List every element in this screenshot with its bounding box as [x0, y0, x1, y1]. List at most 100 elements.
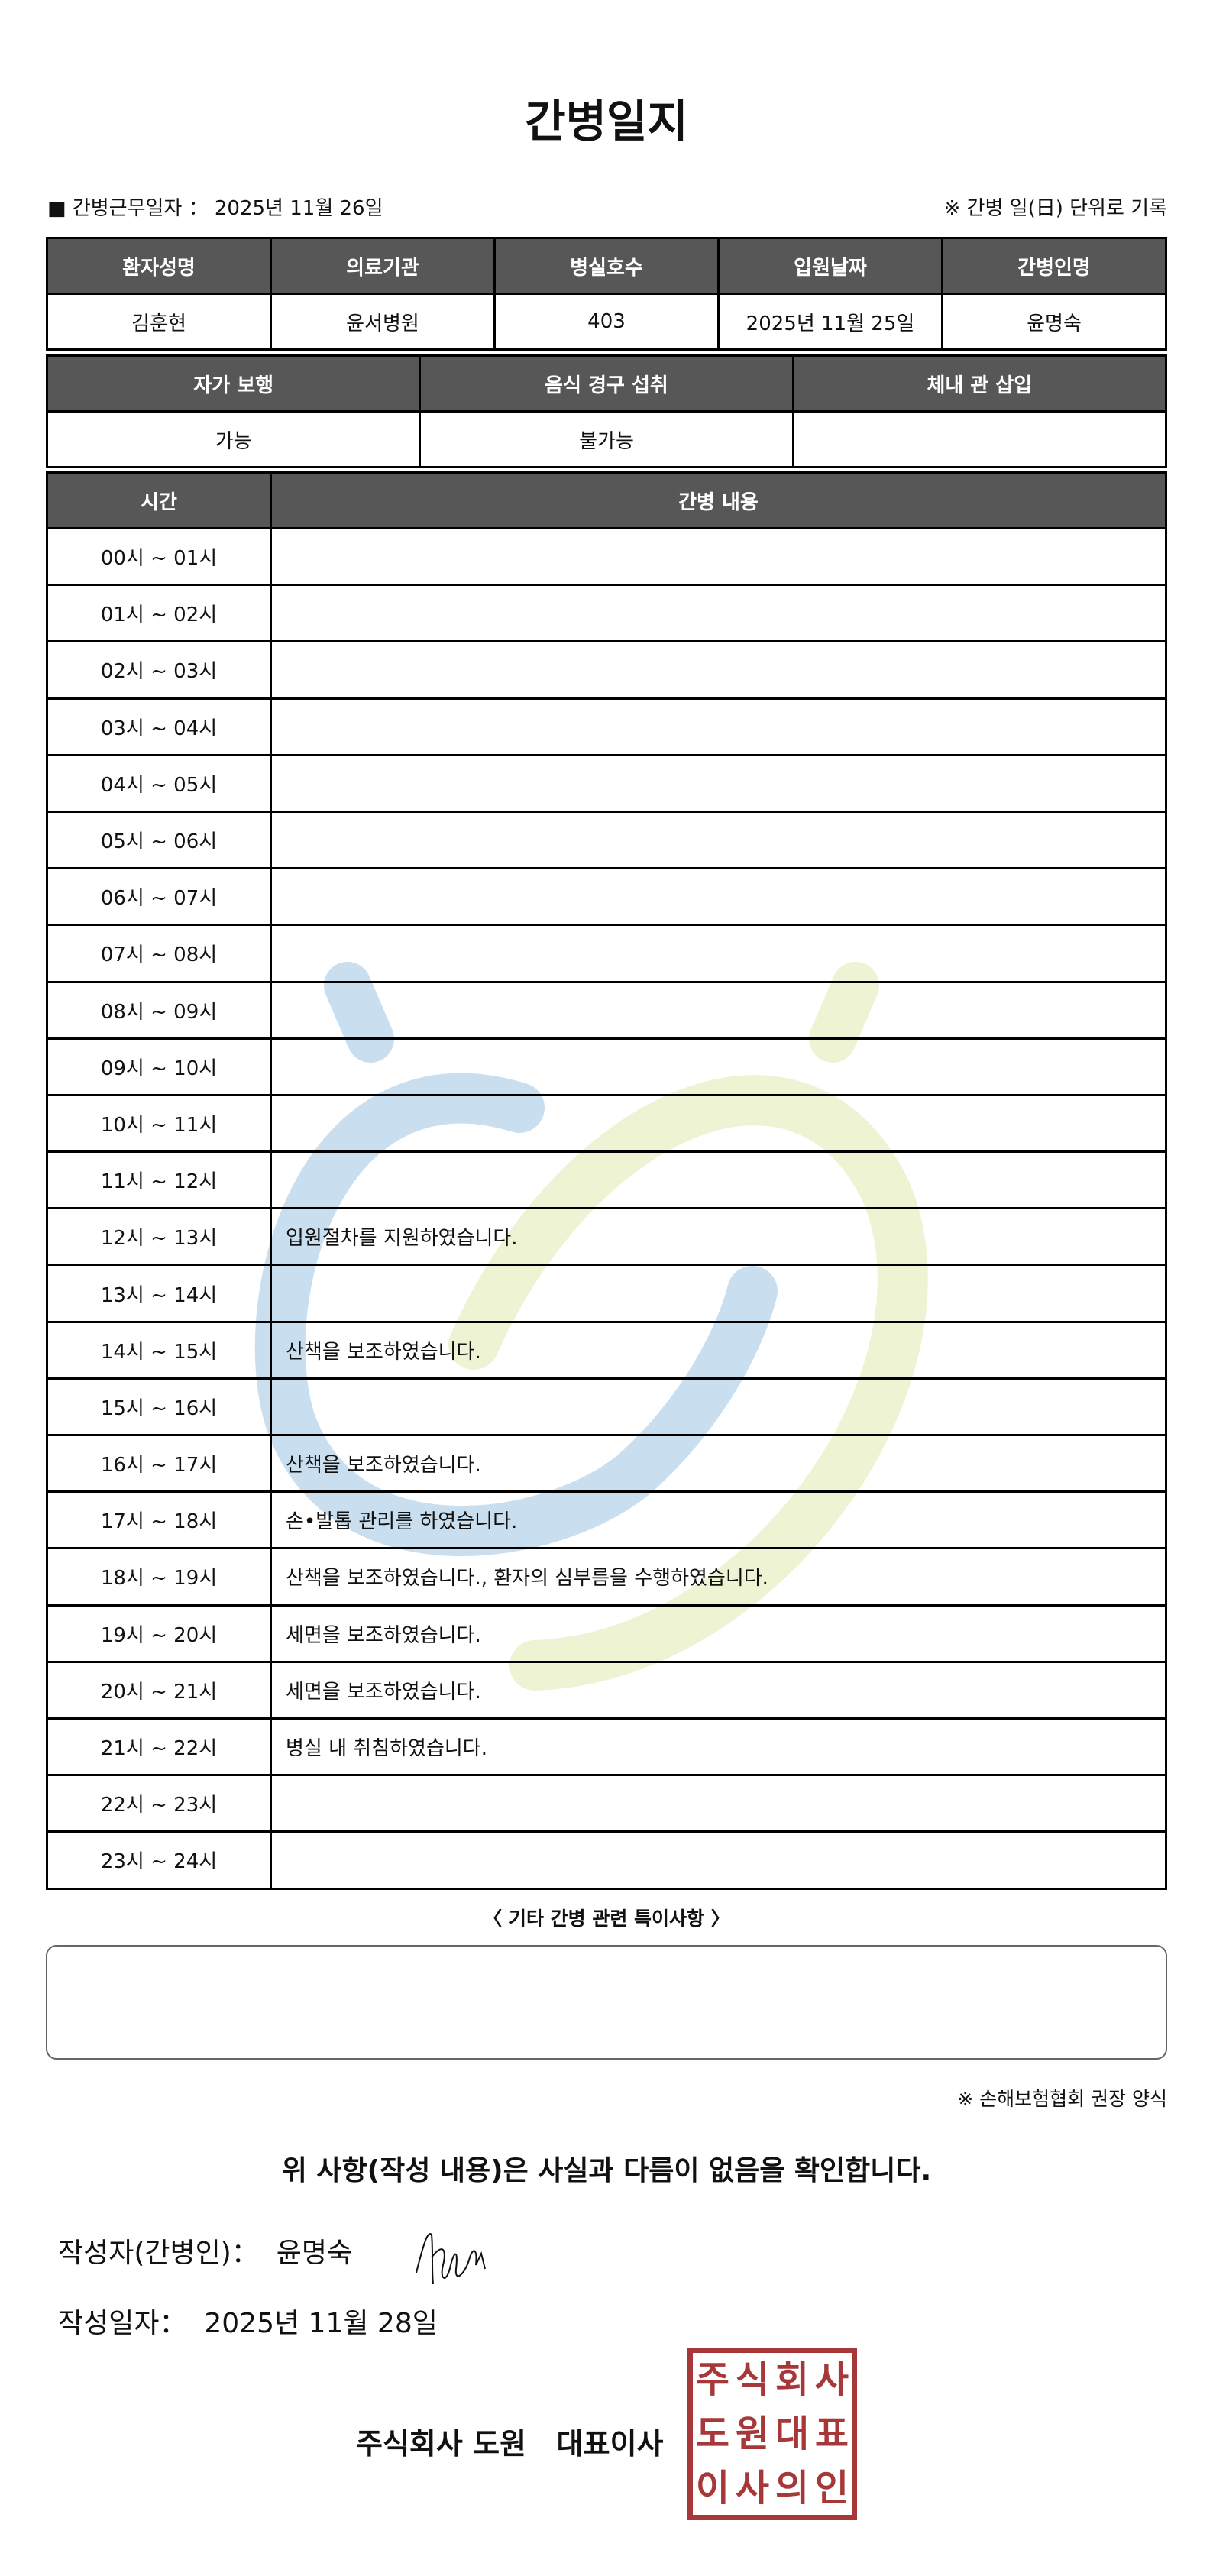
admission-date: 2025년 11월 25일 — [717, 293, 943, 351]
log-row: 11시 ~ 12시 — [46, 1150, 1167, 1210]
log-row: 01시 ~ 02시 — [46, 584, 1167, 643]
header-institution: 의료기관 — [270, 237, 496, 295]
tube-value — [791, 410, 1168, 468]
care-content-cell — [270, 697, 1167, 756]
log-row: 18시 ~ 19시 산책을 보조하였습니다., 환자의 심부름을 수행하였습니다. — [46, 1547, 1167, 1607]
special-notes-heading: 〈 기타 간병 관련 특이사항 〉 — [483, 1908, 730, 1930]
care-content-cell — [270, 753, 1167, 813]
special-notes-box — [46, 1945, 1167, 2060]
log-row: 00시 ~ 01시 — [46, 526, 1167, 587]
caregiver-name: 윤명숙 — [941, 293, 1167, 351]
info-line: ■ 간병근무일자 ： 2025년 11월 26일 ※ 간병 일(日) 단위로 기… — [47, 193, 1167, 221]
time-cell: 08시 ~ 09시 — [46, 980, 272, 1040]
time-cell: 09시 ~ 10시 — [46, 1037, 272, 1096]
seal-char: 대 — [775, 2412, 810, 2455]
work-date: ■ 간병근무일자 ： 2025년 11월 26일 — [47, 193, 383, 221]
institution: 윤서병원 — [270, 293, 496, 351]
care-content-cell — [270, 1093, 1167, 1154]
care-content-cell — [270, 584, 1167, 643]
seal-char: 식 — [735, 2358, 770, 2402]
work-date-value: 2025년 11월 26일 — [214, 197, 383, 220]
seal-char: 이 — [695, 2466, 730, 2510]
care-content-cell — [270, 924, 1167, 983]
time-cell: 21시 ~ 22시 — [46, 1717, 272, 1777]
care-content-cell — [270, 810, 1167, 870]
time-cell: 00시 ~ 01시 — [46, 526, 272, 587]
page-title: 간병일지 — [525, 95, 688, 147]
written-date-line: 작성일자： 2025년 11월 28일 — [58, 2301, 438, 2341]
log-row: 02시 ~ 03시 — [46, 640, 1167, 700]
care-content-cell: 산책을 보조하였습니다., 환자의 심부름을 수행하였습니다. — [270, 1547, 1167, 1607]
time-cell: 07시 ~ 08시 — [46, 924, 272, 983]
time-cell: 12시 ~ 13시 — [46, 1207, 272, 1267]
time-cell: 11시 ~ 12시 — [46, 1150, 272, 1210]
seal-char: 주 — [695, 2358, 730, 2402]
care-content-cell: 손•발톱 관리를 하였습니다. — [270, 1490, 1167, 1550]
care-content-cell — [270, 526, 1167, 587]
writer-label: 작성자(간병인)： — [58, 2238, 259, 2269]
time-cell: 22시 ~ 23시 — [46, 1774, 272, 1833]
header-tube: 체내 관 삽입 — [791, 354, 1168, 413]
confirmation-statement: 위 사항(작성 내용)은 사실과 다름이 없음을 확인합니다. — [281, 2155, 932, 2186]
form-note: ※ 손해보험협회 권장 양식 — [957, 2088, 1167, 2110]
status-table: 자가 보행 음식 경구 섭취 체내 관 삽입 가능 불가능 — [45, 354, 1168, 468]
time-cell: 23시 ~ 24시 — [46, 1830, 272, 1890]
time-cell: 15시 ~ 16시 — [46, 1377, 272, 1437]
time-cell: 05시 ~ 06시 — [46, 810, 272, 870]
time-cell: 06시 ~ 07시 — [46, 867, 272, 927]
header-caregiver: 간병인명 — [941, 237, 1167, 295]
header-admission-date: 입원날짜 — [717, 237, 943, 295]
walking-value: 가능 — [45, 410, 422, 468]
log-row: 09시 ~ 10시 — [46, 1037, 1167, 1096]
log-row: 17시 ~ 18시 손•발톱 관리를 하였습니다. — [46, 1490, 1167, 1550]
log-row: 21시 ~ 22시 병실 내 취침하였습니다. — [46, 1717, 1167, 1777]
work-date-label: ■ 간병근무일자 ： — [47, 197, 209, 220]
time-cell: 02시 ~ 03시 — [46, 640, 272, 700]
time-cell: 16시 ~ 17시 — [46, 1433, 272, 1493]
care-content-cell — [270, 640, 1167, 700]
time-cell: 01시 ~ 02시 — [46, 584, 272, 643]
written-date: 2025년 11월 28일 — [204, 2308, 438, 2339]
header-patient-name: 환자성명 — [46, 237, 272, 295]
time-cell: 20시 ~ 21시 — [46, 1660, 272, 1720]
patient-table: 환자성명 의료기관 병실호수 입원날짜 간병인명 김훈현 윤서병원 403 20… — [46, 237, 1167, 351]
care-content-cell — [270, 1830, 1167, 1890]
care-content-cell — [270, 1774, 1167, 1833]
care-content-cell — [270, 980, 1167, 1040]
log-row: 23시 ~ 24시 — [46, 1830, 1167, 1890]
log-row: 15시 ~ 16시 — [46, 1377, 1167, 1437]
care-content-cell: 세면을 보조하였습니다. — [270, 1604, 1167, 1663]
care-content-cell: 입원절차를 지원하였습니다. — [270, 1207, 1167, 1267]
care-content-cell: 병실 내 취침하였습니다. — [270, 1717, 1167, 1777]
care-content-cell: 산책을 보조하였습니다. — [270, 1320, 1167, 1380]
log-row: 14시 ~ 15시 산책을 보조하였습니다. — [46, 1320, 1167, 1380]
time-cell: 03시 ~ 04시 — [46, 697, 272, 756]
seal-char: 원 — [735, 2412, 770, 2455]
care-log-table: 시간 간병 내용 00시 ~ 01시 01시 ~ 02시 02시 ~ 03시 03시 … — [46, 471, 1167, 1890]
log-row: 04시 ~ 05시 — [46, 753, 1167, 813]
time-cell: 18시 ~ 19시 — [46, 1547, 272, 1607]
seal-char: 회 — [775, 2358, 810, 2402]
writer-line: 작성자(간병인)： 윤명숙 — [58, 2231, 352, 2270]
room-number: 403 — [493, 293, 720, 351]
log-row: 19시 ~ 20시 세면을 보조하였습니다. — [46, 1604, 1167, 1663]
header-room: 병실호수 — [493, 237, 720, 295]
header-oral-intake: 음식 경구 섭취 — [419, 354, 794, 413]
seal-char: 사 — [814, 2358, 849, 2402]
care-content-cell: 산책을 보조하였습니다. — [270, 1433, 1167, 1493]
record-note: ※ 간병 일(日) 단위로 기록 — [943, 197, 1168, 220]
seal-char: 의 — [775, 2466, 810, 2510]
oral-intake-value: 불가능 — [419, 410, 794, 468]
company-signature: 주식회사 도원 대표이사 — [356, 2427, 664, 2461]
seal-char: 도 — [695, 2412, 730, 2455]
care-content-cell — [270, 1150, 1167, 1210]
header-time: 시간 — [46, 471, 272, 529]
log-row: 05시 ~ 06시 — [46, 810, 1167, 870]
log-row: 20시 ~ 21시 세면을 보조하였습니다. — [46, 1660, 1167, 1720]
log-row: 08시 ~ 09시 — [46, 980, 1167, 1040]
log-row: 03시 ~ 04시 — [46, 697, 1167, 756]
time-cell: 14시 ~ 15시 — [46, 1320, 272, 1380]
header-care-content: 간병 내용 — [270, 471, 1167, 529]
log-row: 22시 ~ 23시 — [46, 1774, 1167, 1833]
log-row: 16시 ~ 17시 산책을 보조하였습니다. — [46, 1433, 1167, 1493]
